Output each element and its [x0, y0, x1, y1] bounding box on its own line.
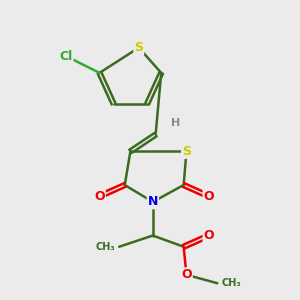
Text: S: S [134, 41, 143, 54]
Text: O: O [204, 190, 214, 203]
Text: O: O [181, 268, 192, 281]
Text: Cl: Cl [59, 50, 73, 63]
Text: O: O [94, 190, 105, 203]
Text: CH₃: CH₃ [221, 278, 241, 288]
Text: H: H [171, 118, 180, 128]
Text: CH₃: CH₃ [95, 242, 115, 252]
Text: O: O [204, 229, 214, 242]
Text: S: S [182, 145, 191, 158]
Text: N: N [148, 195, 158, 208]
